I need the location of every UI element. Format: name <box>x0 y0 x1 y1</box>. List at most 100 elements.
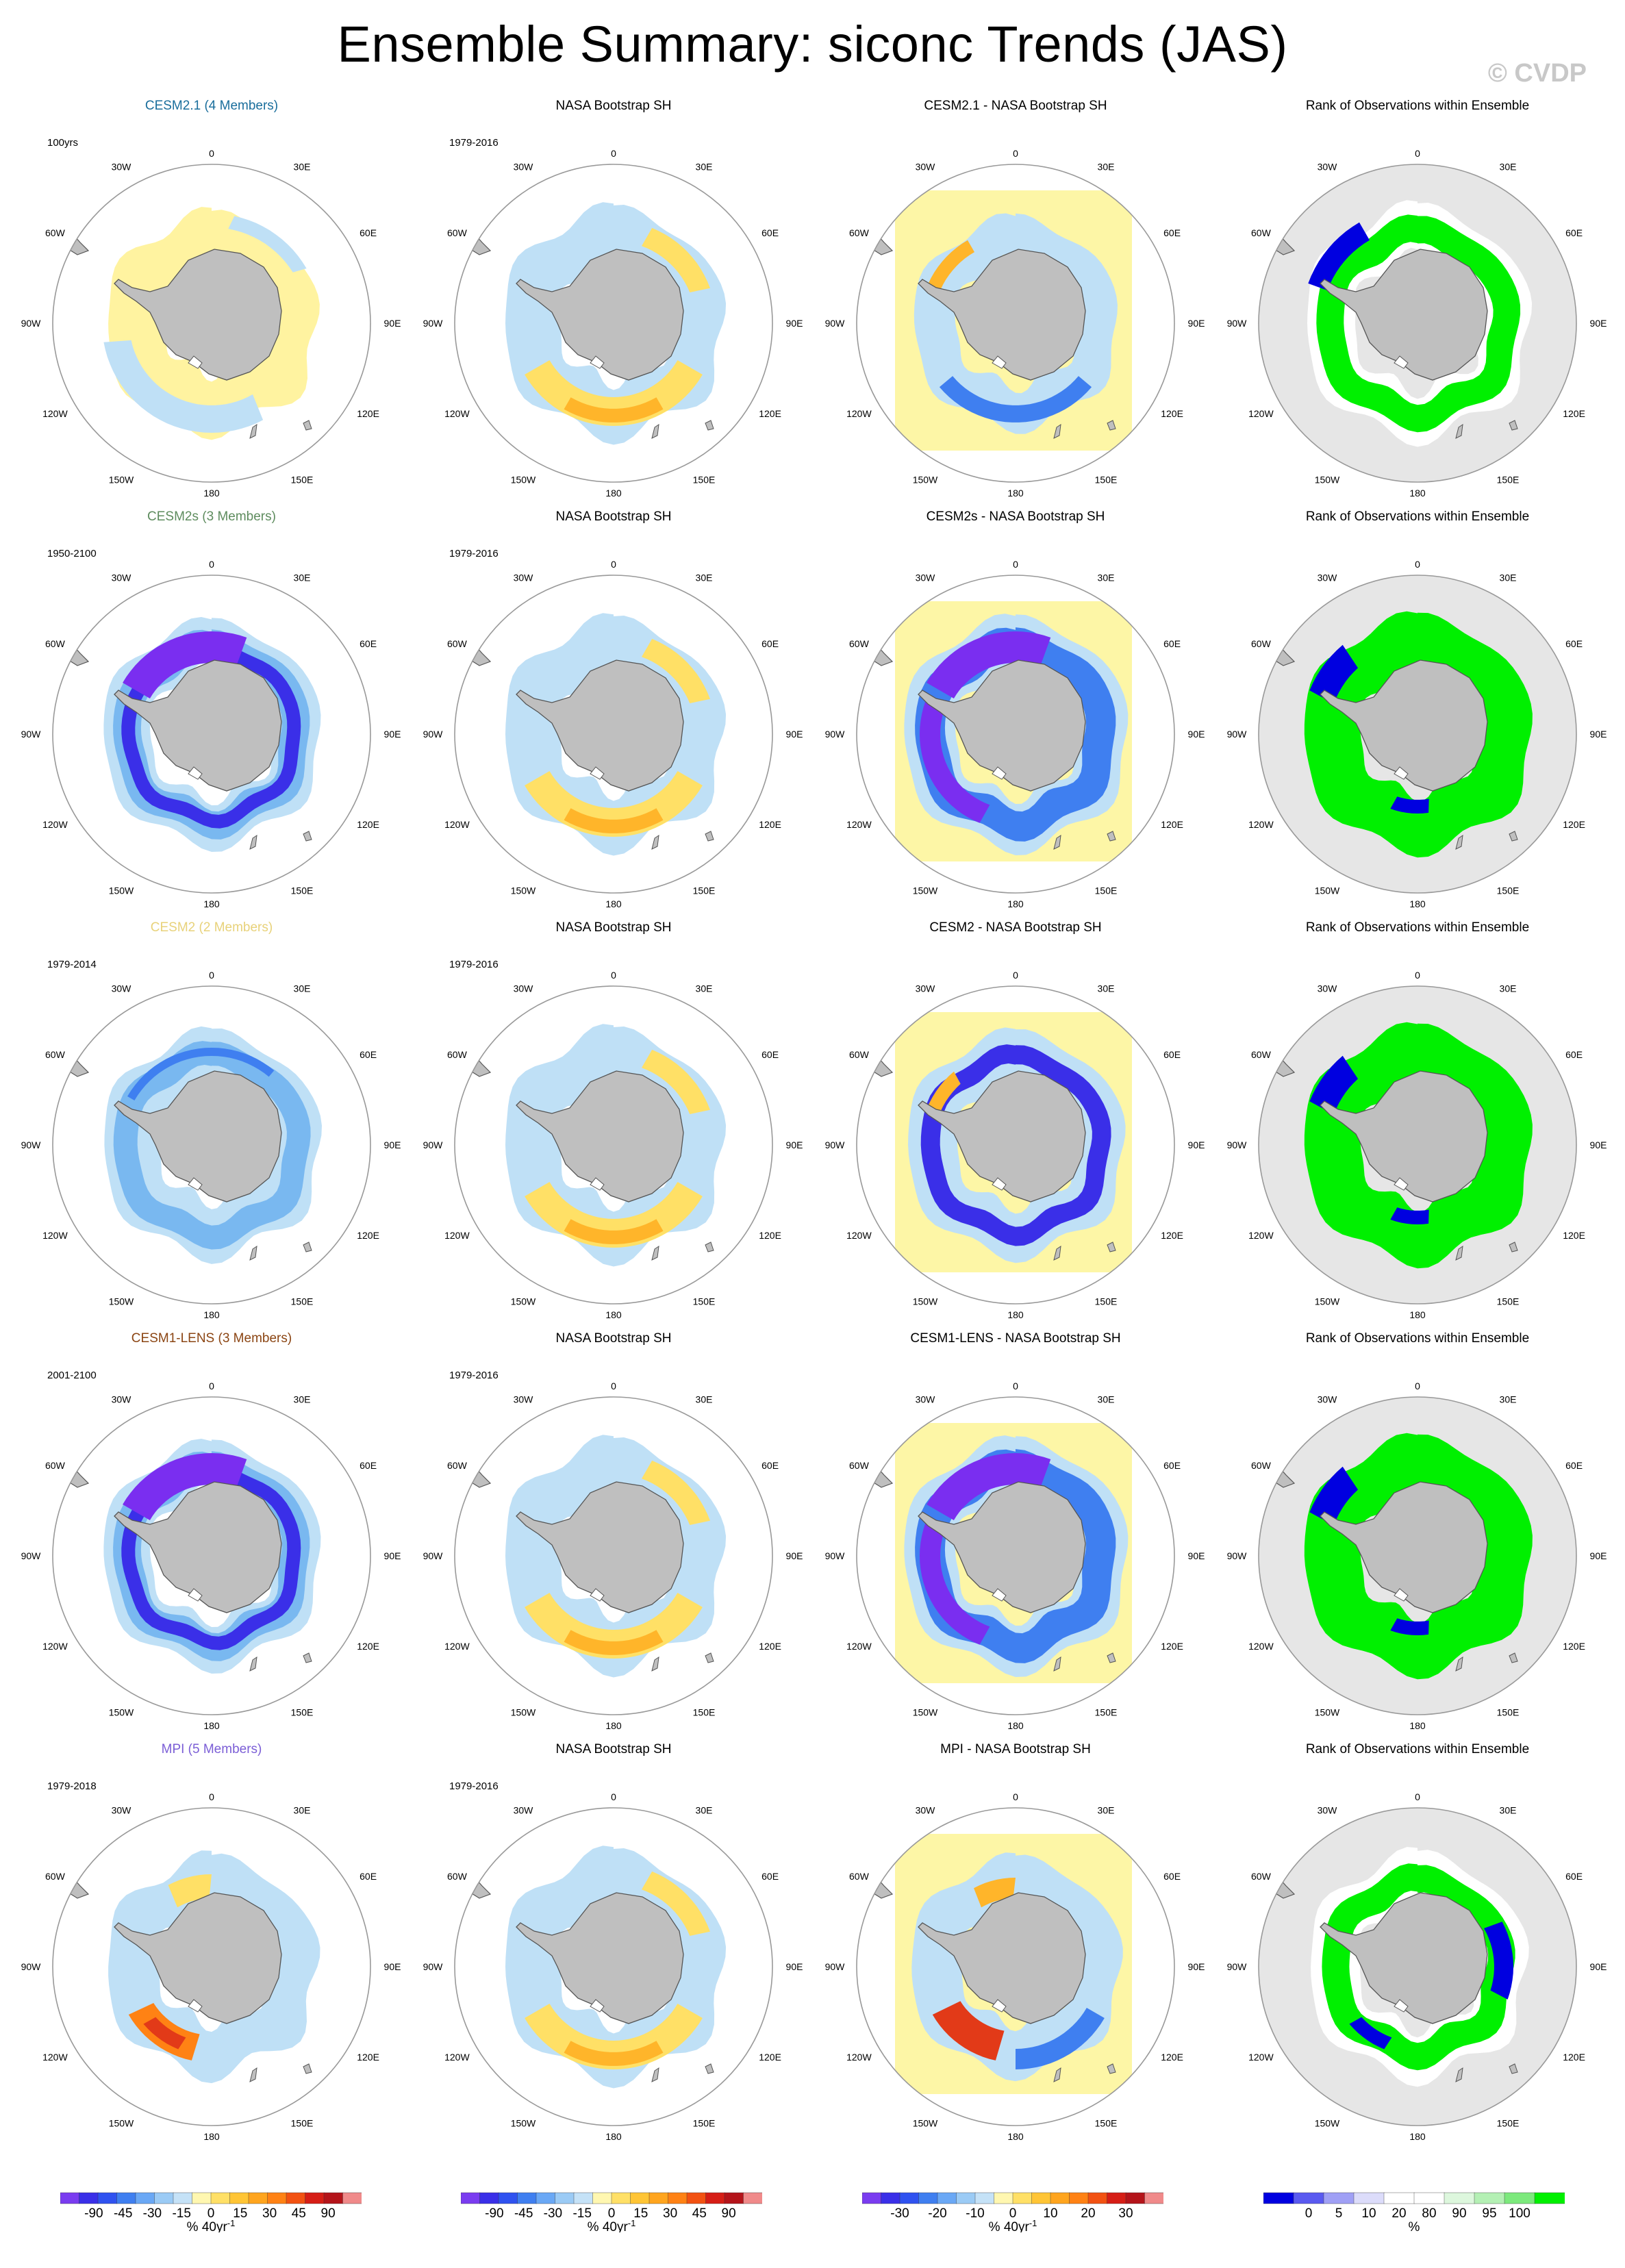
longitude-label: 90E <box>384 1550 401 1561</box>
colorbar-swatch <box>248 2192 268 2204</box>
colorbar-tick-label: -10 <box>966 2206 984 2221</box>
tasmania <box>1107 831 1116 842</box>
polar-map: 0 30E 60E 90E 120E 150E 180 150W 120W 90W 60W 30W <box>423 148 803 499</box>
longitude-label: 120W <box>444 2052 470 2063</box>
longitude-label: 120W <box>42 1230 68 1241</box>
longitude-label: 60W <box>849 1460 870 1471</box>
colorbar-swatch <box>479 2192 499 2204</box>
longitude-label: 120W <box>846 2052 872 2063</box>
longitude-label: 150W <box>109 1296 134 1307</box>
tasmania <box>705 2063 714 2074</box>
longitude-label: 150E <box>1095 2118 1118 2129</box>
panel-title: Rank of Observations within Ensemble <box>1305 1331 1530 1346</box>
tasmania <box>1509 420 1518 431</box>
map-panel: 0 30E 60E 90E 120E 150E 180 150W 120W 90W 60W 30W CE… <box>813 99 1218 522</box>
colorbar-tick-label: -15 <box>572 2206 591 2221</box>
longitude-label: 30E <box>294 161 311 172</box>
longitude-label: 0 <box>611 970 616 981</box>
longitude-label: 150E <box>693 475 716 486</box>
map-border <box>52 985 371 1305</box>
colorbar-swatch <box>611 2192 631 2204</box>
longitude-label: 60E <box>761 1871 779 1882</box>
longitude-label: 120W <box>42 408 68 419</box>
longitude-label: 0 <box>611 148 616 159</box>
colorbar-swatch <box>1413 2192 1445 2204</box>
longitude-label: 150E <box>693 1707 716 1718</box>
map-panel: 0 30E 60E 90E 120E 150E 180 150W 120W 90W 60W 30W Ra… <box>1215 509 1620 933</box>
longitude-label: 60W <box>45 638 66 649</box>
trend-field <box>564 1630 664 1655</box>
trend-field <box>920 701 990 823</box>
longitude-label: 30W <box>112 572 132 583</box>
longitude-label: 150E <box>693 885 716 896</box>
colorbar-swatch <box>1050 2192 1070 2204</box>
rank-field <box>1349 2017 1392 2050</box>
longitude-label: 60E <box>1163 227 1181 238</box>
antarctica-landmass <box>114 1481 282 1613</box>
longitude-label: 120E <box>759 1641 781 1652</box>
longitude-label: 30E <box>1098 983 1115 994</box>
tasmania <box>1107 1652 1116 1663</box>
longitude-label: 120E <box>1563 819 1585 830</box>
longitude-label: 120W <box>846 1641 872 1652</box>
longitude-label: 90W <box>21 1961 42 1972</box>
colorbar-tick-label: 45 <box>292 2206 306 2221</box>
polar-map: 0 30E 60E 90E 120E 150E 180 150W 120W 90W 60W 30W <box>825 559 1205 909</box>
panel-title: Rank of Observations within Ensemble <box>1305 1742 1530 1756</box>
longitude-label: 150W <box>1315 885 1340 896</box>
colorbar-tick-label: -30 <box>890 2206 909 2221</box>
ice-shelf <box>992 1588 1007 1602</box>
new-zealand <box>651 1245 659 1261</box>
rank-field <box>1390 1618 1429 1635</box>
longitude-label: 60W <box>1251 227 1272 238</box>
antarctica-landmass <box>918 1070 1086 1202</box>
map-border <box>52 1396 371 1715</box>
rank-field <box>1309 1466 1358 1526</box>
colorbar-units: % 40yr-1 <box>187 2218 236 2232</box>
colorbar-swatch <box>116 2192 136 2204</box>
map-panel: 0 30E 60E 90E 120E 150E 180 150W 120W 90W 60W 30W CE… <box>9 99 414 522</box>
trend-field <box>642 1460 710 1525</box>
longitude-label: 180 <box>1007 2131 1024 2142</box>
longitude-label: 30W <box>112 983 132 994</box>
colorbar-tick-label: 5 <box>1335 2206 1343 2221</box>
panel-title: Rank of Observations within Ensemble <box>1305 99 1530 113</box>
longitude-label: 60W <box>447 638 468 649</box>
longitude-label: 120W <box>1248 408 1274 419</box>
longitude-label: 90W <box>1227 1139 1248 1150</box>
polar-map: 0 30E 60E 90E 120E 150E 180 150W 120W 90W 60W 30W <box>21 148 401 499</box>
map-panel: 0 30E 60E 90E 120E 150E 180 150W 120W 90W 60W 30W MP… <box>813 1742 1218 2165</box>
panel-title: NASA Bootstrap SH <box>555 99 672 113</box>
antarctica-landmass <box>516 249 684 381</box>
longitude-label: 180 <box>605 898 622 909</box>
trend-field <box>564 1219 664 1244</box>
panel-period: 1950-2100 <box>47 548 97 559</box>
colorbar-swatch <box>899 2192 920 2204</box>
longitude-label: 90E <box>1590 1961 1607 1972</box>
longitude-label: 150W <box>109 2118 134 2129</box>
colorbar-swatch <box>323 2192 344 2204</box>
longitude-label: 90E <box>786 318 803 329</box>
longitude-label: 120W <box>846 819 872 830</box>
new-zealand <box>1455 2067 1463 2082</box>
tasmania <box>705 1242 714 1252</box>
longitude-label: 60W <box>849 227 870 238</box>
colorbar-swatch <box>286 2192 306 2204</box>
panel-title: CESM1-LENS (3 Members) <box>131 1331 292 1346</box>
tasmania <box>705 831 714 842</box>
longitude-label: 90E <box>1188 1961 1205 1972</box>
longitude-label: 0 <box>1415 148 1420 159</box>
trend-field <box>1016 2008 1105 2069</box>
colorbar-swatch <box>1144 2192 1163 2204</box>
panel-period: 1979-2016 <box>449 1370 499 1381</box>
longitude-label: 120E <box>1563 1641 1585 1652</box>
longitude-label: 0 <box>1013 970 1018 981</box>
longitude-label: 150E <box>291 1296 314 1307</box>
longitude-label: 60W <box>849 638 870 649</box>
colorbar-tick-label: -45 <box>514 2206 533 2221</box>
colorbar-swatch <box>305 2192 325 2204</box>
longitude-label: 30E <box>294 1804 311 1815</box>
longitude-label: 90W <box>825 1139 846 1150</box>
longitude-label: 90W <box>1227 729 1248 740</box>
longitude-label: 120E <box>759 819 781 830</box>
